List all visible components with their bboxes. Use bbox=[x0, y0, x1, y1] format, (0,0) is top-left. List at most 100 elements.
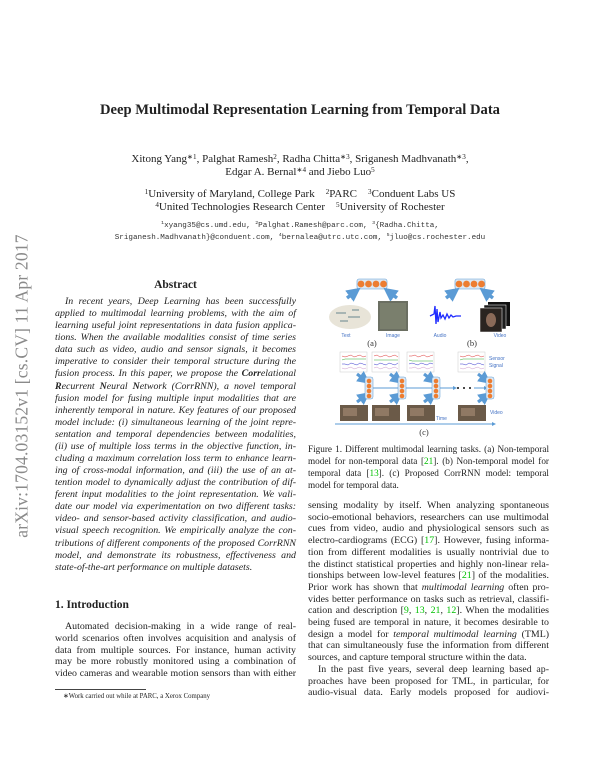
rnn-unit bbox=[433, 388, 439, 394]
text-segment: sensing modality by itself. When analyzi… bbox=[308, 500, 549, 511]
citation-link[interactable]: 21 bbox=[461, 570, 472, 582]
text-line: imperative to consider their temporal st… bbox=[55, 356, 296, 368]
superscript: 1 bbox=[161, 221, 165, 226]
text-segment: learning useful joint representations in… bbox=[55, 320, 296, 332]
text-line: sources, and capture temporal structure … bbox=[308, 652, 549, 664]
superscript: 5 bbox=[336, 201, 340, 209]
text-segment: Xitong Yang bbox=[131, 153, 188, 165]
text-segment: fusion model for fusing multiple input m… bbox=[55, 392, 296, 404]
text-line: (ii) use of multiple loss terms in the o… bbox=[55, 441, 296, 453]
signal-trace bbox=[408, 359, 433, 362]
figure-panel-b: Audio Video (b) bbox=[429, 278, 510, 348]
label-video-c: Video bbox=[490, 410, 503, 416]
signal-trace bbox=[409, 354, 434, 358]
text-segment: etwork (CorrRNN), a novel temporal bbox=[139, 380, 296, 392]
ellipsis-dot bbox=[457, 387, 459, 389]
citation-link[interactable]: 21 bbox=[430, 605, 441, 617]
arrow-icon bbox=[345, 287, 361, 302]
text-segment: state-of-the-art performance on multiple… bbox=[55, 561, 253, 573]
video-thumbnail-detail bbox=[375, 408, 389, 416]
text-line: state-of-the-art performance on multiple… bbox=[55, 562, 296, 574]
text-line: video- and sensor-based activity classif… bbox=[55, 513, 296, 525]
citation-link[interactable]: 13 bbox=[414, 605, 425, 617]
figure-panel-c bbox=[335, 351, 496, 426]
text-line: ing of cross-modal information, and (iii… bbox=[55, 465, 296, 477]
superscript: ∗1 bbox=[187, 153, 197, 161]
node-circles bbox=[357, 280, 387, 288]
text-line: Recurrent Neural Network (CorrRNN), a no… bbox=[55, 381, 296, 393]
text-segment: often pro- bbox=[504, 581, 549, 593]
label-audio: Audio bbox=[434, 333, 447, 339]
affiliations: 1University of Maryland, College Park 2P… bbox=[0, 188, 600, 214]
text-segment: Prior work has shown that bbox=[308, 581, 422, 593]
text-line: tionships between low-level features [21… bbox=[308, 570, 549, 582]
sensor-signal-plot bbox=[406, 351, 435, 373]
text-line: model include: (i) simultaneous learning… bbox=[55, 417, 296, 429]
rnn-unit bbox=[487, 383, 493, 389]
author-emails: 1xyang35@cs.umd.edu, 2Palghat.Ramesh@par… bbox=[0, 220, 600, 244]
signal-trace bbox=[373, 362, 399, 366]
text-segment: temporal multimodal learning bbox=[393, 628, 517, 640]
text-segment: United Technologies Research Center bbox=[158, 201, 337, 213]
signal-trace bbox=[408, 362, 434, 366]
subfigure-a-label: (a) bbox=[367, 338, 377, 348]
rnn-unit bbox=[433, 378, 439, 384]
superscript: 2 bbox=[273, 153, 277, 161]
text-segment: data from multiple sources. For instance… bbox=[55, 644, 296, 656]
citation-link[interactable]: 9 bbox=[403, 605, 409, 617]
text-line: model for temporal data. bbox=[308, 479, 549, 491]
arrow-icon bbox=[383, 287, 399, 302]
introduction-body: Automated decision-making in a wide rang… bbox=[55, 621, 296, 680]
rnn-unit bbox=[399, 383, 405, 389]
authors: Xitong Yang∗1, Palghat Ramesh2, Radha Ch… bbox=[0, 153, 600, 179]
text-segment: Automated decision-making in a wide rang… bbox=[65, 621, 296, 632]
text-line: socio-emotional behaviors, researchers c… bbox=[308, 512, 549, 524]
text-line: vides better performance on tasks such a… bbox=[308, 594, 549, 606]
rnn-unit bbox=[487, 378, 493, 384]
text-segment: proaches have been proposed for TML, in … bbox=[308, 675, 549, 687]
text-segment: imperative to consider their temporal st… bbox=[55, 356, 296, 368]
text-segment: cues from video, audio and physiological… bbox=[308, 523, 549, 535]
text-line: model, and demonstrate its robustness, e… bbox=[55, 550, 296, 562]
text-line: Sriganesh.Madhvanath}@conduent.com, 4ber… bbox=[0, 232, 600, 244]
citation-link[interactable]: 12 bbox=[446, 605, 457, 617]
text-line: learning useful joint representations in… bbox=[55, 320, 296, 332]
text-line: cluding a maximum correlation loss term … bbox=[55, 453, 296, 465]
signal-trace bbox=[409, 366, 434, 370]
text-segment: model, and demonstrate its robustness, e… bbox=[55, 549, 296, 561]
superscript: 3 bbox=[372, 221, 376, 226]
text-segment: Palghat.Ramesh@parc.com, bbox=[258, 222, 373, 230]
text-segment: Conduent Labs US bbox=[371, 188, 456, 200]
arrow-icon bbox=[423, 371, 438, 384]
rnn-unit bbox=[399, 378, 405, 384]
superscript: 5 bbox=[386, 233, 390, 238]
text-line: tention model to dynamically adjust the … bbox=[55, 477, 296, 489]
text-segment: sentation and temporal dependencies betw… bbox=[55, 428, 296, 440]
text-segment: model include: (i) simultaneous learning… bbox=[55, 416, 296, 428]
text-line: data from multiple sources. For instance… bbox=[55, 645, 296, 657]
text-segment: multimodal learning bbox=[421, 581, 505, 593]
text-segment: N bbox=[99, 380, 107, 392]
video-thumbnail-detail bbox=[410, 408, 424, 416]
signal-trace bbox=[341, 354, 367, 358]
text-segment: N bbox=[132, 380, 140, 392]
citation-link[interactable]: 17 bbox=[424, 535, 435, 547]
arrow-icon bbox=[477, 371, 492, 384]
text-line: video cameras and wearable motion sensor… bbox=[55, 668, 296, 680]
text-segment: ferent input modalities to the joint rep… bbox=[55, 489, 296, 501]
superscript: 2 bbox=[255, 221, 259, 226]
text-segment: tion from different modalities is usuall… bbox=[308, 546, 549, 558]
text-line: electro-cardiograms (ECG) [17]. However,… bbox=[308, 535, 549, 547]
text-line: ferent input modalities to the joint rep… bbox=[55, 489, 296, 501]
text-line: world scenarios often involves acquisiti… bbox=[55, 633, 296, 645]
citation-link[interactable]: 21 bbox=[424, 456, 434, 466]
rnn-unit bbox=[487, 393, 493, 399]
citation-link[interactable]: 13 bbox=[369, 468, 379, 478]
signal-trace bbox=[342, 362, 367, 366]
text-segment: PARC bbox=[329, 188, 369, 200]
arrow-icon bbox=[389, 392, 404, 405]
text-segment: University of Rochester bbox=[339, 201, 445, 213]
text-segment: ]. (b) Non-temporal model for bbox=[433, 456, 549, 466]
text-segment: cation and description [ bbox=[308, 605, 404, 617]
